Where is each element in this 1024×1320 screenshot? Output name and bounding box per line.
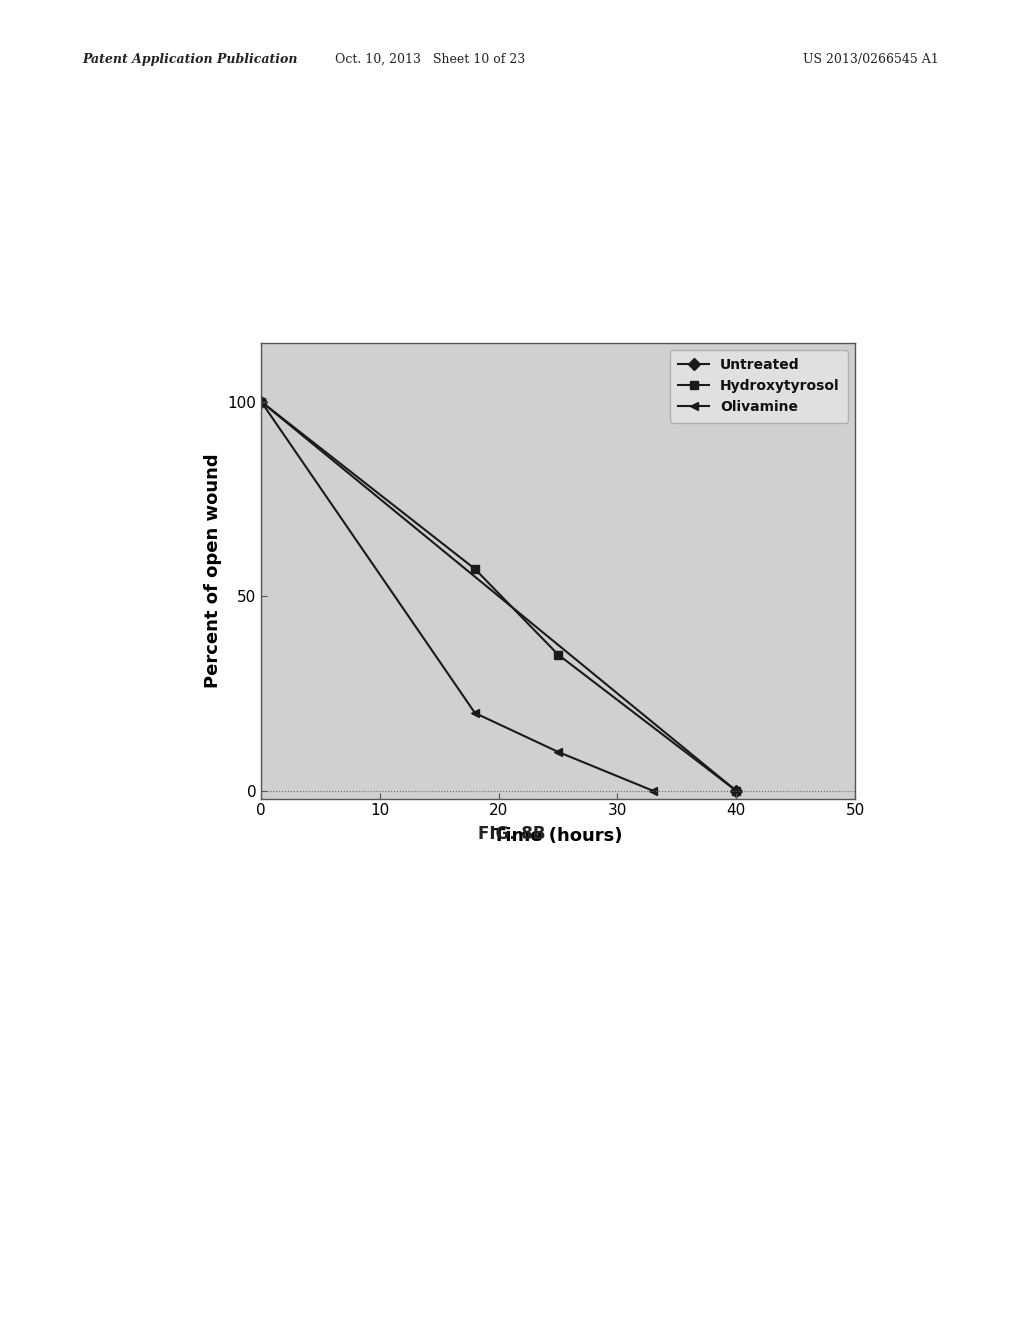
Text: FIG. 8B: FIG. 8B <box>478 825 546 843</box>
Olivamine <box>255 393 267 409</box>
Y-axis label: Percent of open wound: Percent of open wound <box>204 454 222 688</box>
X-axis label: Time (hours): Time (hours) <box>494 826 623 845</box>
Line: Hydroxytyrosol: Hydroxytyrosol <box>257 397 740 795</box>
Text: Patent Application Publication: Patent Application Publication <box>82 53 297 66</box>
Olivamine <box>469 705 481 721</box>
Olivamine <box>552 744 564 760</box>
Hydroxytyrosol <box>730 783 742 799</box>
Olivamine <box>647 783 659 799</box>
Line: Olivamine: Olivamine <box>257 397 657 795</box>
Legend: Untreated, Hydroxytyrosol, Olivamine: Untreated, Hydroxytyrosol, Olivamine <box>670 350 848 422</box>
Text: Oct. 10, 2013   Sheet 10 of 23: Oct. 10, 2013 Sheet 10 of 23 <box>335 53 525 66</box>
Text: US 2013/0266545 A1: US 2013/0266545 A1 <box>803 53 938 66</box>
Hydroxytyrosol <box>469 561 481 577</box>
Hydroxytyrosol <box>552 647 564 663</box>
Hydroxytyrosol <box>255 393 267 409</box>
